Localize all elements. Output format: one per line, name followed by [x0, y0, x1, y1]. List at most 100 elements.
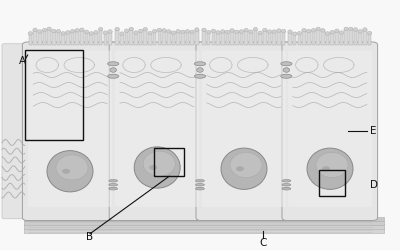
Ellipse shape: [80, 28, 84, 32]
FancyBboxPatch shape: [2, 44, 30, 219]
Ellipse shape: [108, 30, 112, 33]
Ellipse shape: [321, 28, 325, 32]
Bar: [258, 33, 262, 45]
Ellipse shape: [283, 68, 290, 72]
Ellipse shape: [110, 68, 116, 72]
Ellipse shape: [148, 31, 152, 35]
Bar: [335, 31, 339, 45]
Ellipse shape: [239, 30, 244, 33]
Bar: [321, 30, 324, 45]
Bar: [47, 29, 51, 45]
Ellipse shape: [282, 29, 286, 33]
Text: B: B: [86, 232, 94, 242]
Ellipse shape: [311, 28, 316, 32]
Bar: [153, 31, 156, 45]
Ellipse shape: [98, 28, 103, 31]
Bar: [104, 33, 107, 45]
Text: D: D: [370, 180, 378, 190]
Bar: [326, 34, 329, 45]
Bar: [307, 31, 310, 45]
Bar: [38, 32, 42, 45]
Ellipse shape: [42, 28, 47, 32]
Ellipse shape: [180, 30, 185, 34]
Ellipse shape: [325, 32, 330, 35]
Bar: [139, 31, 142, 45]
Ellipse shape: [129, 27, 134, 31]
Ellipse shape: [47, 150, 93, 192]
Ellipse shape: [61, 32, 65, 35]
Bar: [249, 32, 253, 45]
Ellipse shape: [202, 187, 204, 188]
Ellipse shape: [202, 28, 206, 32]
Bar: [130, 29, 133, 45]
Ellipse shape: [134, 31, 138, 34]
Bar: [298, 33, 301, 45]
Ellipse shape: [316, 152, 348, 178]
Ellipse shape: [157, 28, 162, 32]
Ellipse shape: [196, 180, 204, 182]
FancyBboxPatch shape: [22, 42, 118, 220]
Bar: [115, 29, 119, 45]
Ellipse shape: [306, 29, 311, 33]
Bar: [302, 30, 306, 45]
Bar: [344, 29, 348, 45]
Ellipse shape: [134, 147, 180, 188]
FancyBboxPatch shape: [202, 50, 286, 207]
Ellipse shape: [89, 32, 94, 35]
Ellipse shape: [120, 32, 124, 36]
Bar: [66, 32, 70, 45]
Ellipse shape: [349, 27, 353, 31]
Bar: [195, 30, 198, 45]
Bar: [57, 31, 60, 45]
Bar: [207, 32, 210, 45]
Ellipse shape: [185, 30, 190, 33]
Ellipse shape: [288, 187, 290, 188]
Ellipse shape: [206, 30, 211, 34]
Bar: [226, 32, 229, 45]
Bar: [240, 32, 243, 45]
Ellipse shape: [38, 30, 42, 33]
Ellipse shape: [216, 30, 220, 34]
Ellipse shape: [111, 187, 113, 188]
Bar: [254, 29, 257, 45]
Ellipse shape: [115, 27, 119, 31]
Ellipse shape: [152, 29, 157, 33]
Bar: [158, 30, 161, 45]
Bar: [268, 32, 271, 45]
Ellipse shape: [281, 62, 292, 66]
Bar: [24, 217, 384, 221]
Bar: [272, 32, 276, 45]
Bar: [368, 33, 372, 45]
Ellipse shape: [198, 187, 200, 188]
Bar: [230, 30, 234, 45]
Ellipse shape: [197, 68, 203, 72]
Ellipse shape: [66, 30, 70, 34]
Ellipse shape: [307, 148, 353, 190]
Bar: [316, 29, 320, 45]
Bar: [85, 32, 88, 45]
Bar: [288, 32, 292, 45]
Bar: [148, 33, 152, 45]
Ellipse shape: [109, 184, 118, 186]
Bar: [235, 32, 238, 45]
Ellipse shape: [288, 30, 292, 34]
Ellipse shape: [56, 155, 88, 180]
Text: E: E: [370, 126, 376, 136]
Ellipse shape: [292, 32, 297, 35]
Ellipse shape: [171, 31, 176, 34]
Bar: [349, 29, 353, 45]
Ellipse shape: [249, 30, 253, 34]
Ellipse shape: [281, 74, 292, 78]
Bar: [282, 31, 286, 45]
Bar: [108, 32, 112, 45]
Bar: [244, 30, 248, 45]
Ellipse shape: [244, 28, 248, 32]
Bar: [340, 32, 343, 45]
Ellipse shape: [363, 28, 367, 31]
Ellipse shape: [316, 27, 320, 31]
Ellipse shape: [236, 166, 244, 171]
Ellipse shape: [196, 187, 198, 188]
Ellipse shape: [330, 30, 334, 34]
Ellipse shape: [75, 28, 79, 32]
Ellipse shape: [322, 166, 330, 171]
